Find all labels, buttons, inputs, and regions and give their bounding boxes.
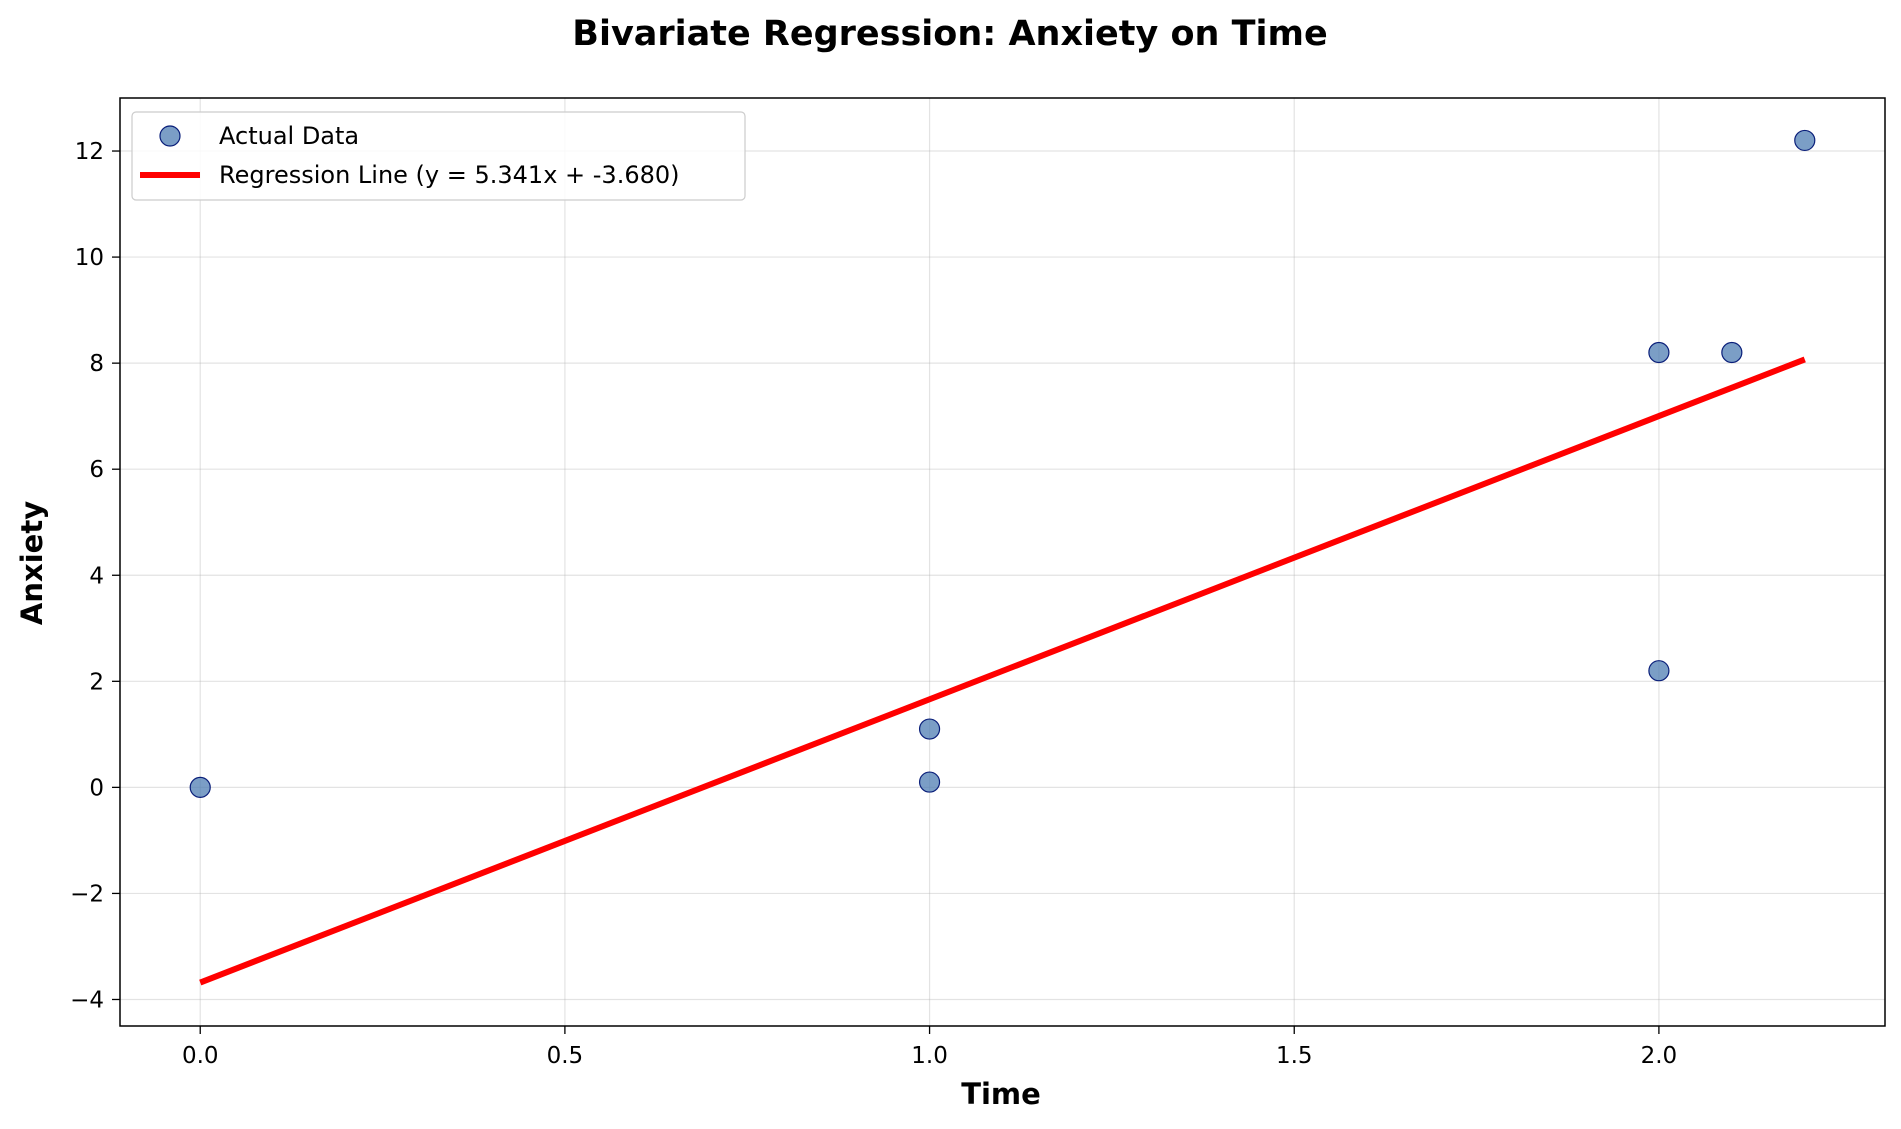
y-axis: −4 −2 0 2 4 6 8 10 12: [70, 139, 120, 1013]
x-tick-label: 0.5: [547, 1043, 584, 1069]
y-axis-label: Anxiety: [15, 501, 49, 625]
y-tick-label: 10: [75, 245, 104, 271]
scatter-point: [1794, 129, 1816, 152]
grid: [120, 98, 1885, 1026]
x-tick-label: 2.0: [1641, 1043, 1678, 1069]
x-tick-label: 1.5: [1276, 1043, 1313, 1069]
scatter-point: [1648, 660, 1670, 682]
plot-marks: [189, 129, 1816, 986]
x-tick-label: 1.0: [911, 1043, 948, 1069]
scatter-point: [1648, 341, 1670, 364]
x-axis: 0.0 0.5 1.0 1.5 2.0: [182, 1026, 1677, 1069]
legend-label-actual-data: Actual Data: [219, 122, 359, 150]
y-tick-label: 6: [89, 457, 104, 483]
scatter-point: [918, 718, 941, 740]
legend-box: [131, 111, 746, 201]
scatter-point: [1721, 341, 1743, 364]
y-tick-label: 2: [89, 669, 104, 695]
scatter-point: [918, 771, 941, 793]
y-tick-label: 12: [75, 139, 104, 165]
y-tick-label: −4: [70, 987, 104, 1013]
y-tick-label: 4: [89, 563, 104, 589]
y-tick-label: 0: [89, 775, 104, 801]
y-tick-label: −2: [70, 881, 104, 907]
x-axis-label: Time: [961, 1077, 1041, 1111]
regression-line: [199, 356, 1806, 986]
legend-scatter-marker: [159, 125, 181, 147]
plot-frame: [119, 97, 1886, 1027]
chart-title: Bivariate Regression: Anxiety on Time: [572, 14, 1327, 54]
legend: Actual Data Regression Line (y = 5.341x +…: [131, 111, 746, 201]
y-tick-label: 8: [89, 351, 104, 377]
legend-label-regression-line: Regression Line (y = 5.341x + -3.680): [219, 161, 680, 189]
scatter-point: [189, 776, 211, 798]
x-tick-label: 0.0: [182, 1043, 219, 1069]
